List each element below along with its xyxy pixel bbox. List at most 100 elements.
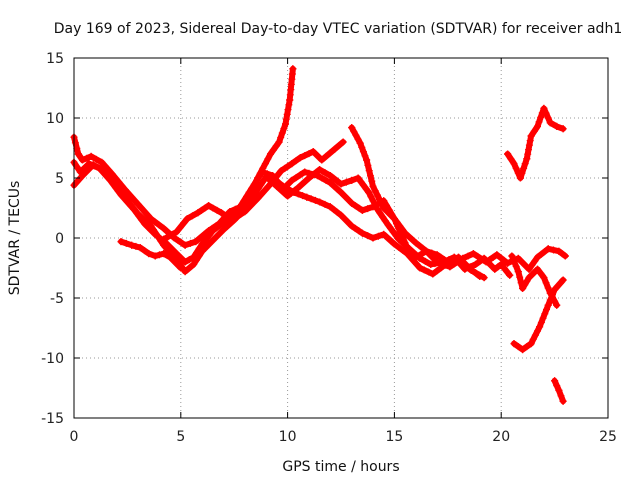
data-point — [546, 289, 554, 297]
data-point — [403, 250, 411, 258]
data-point — [284, 192, 292, 200]
data-point — [245, 188, 253, 196]
data-point — [493, 251, 501, 259]
data-point — [519, 284, 527, 292]
data-point — [348, 176, 356, 184]
data-point — [348, 222, 356, 230]
data-point — [181, 258, 189, 266]
data-point — [551, 377, 559, 385]
data-point — [205, 202, 213, 210]
data-point — [380, 204, 388, 212]
data-point — [405, 245, 413, 253]
data-point — [395, 235, 403, 243]
data-point — [369, 182, 377, 190]
data-point — [356, 139, 364, 147]
data-point — [254, 194, 262, 202]
data-point — [354, 174, 362, 182]
data-point — [277, 167, 285, 175]
data-point — [527, 132, 535, 140]
data-point — [166, 253, 174, 261]
data-point — [534, 122, 541, 130]
x-tick-label: 25 — [599, 429, 617, 445]
data-point — [519, 346, 527, 354]
data-point — [267, 150, 274, 158]
data-point — [559, 276, 567, 284]
data-point — [427, 260, 435, 268]
data-point — [316, 166, 324, 174]
data-point — [337, 211, 345, 219]
data-point — [316, 198, 324, 206]
data-point — [514, 268, 522, 276]
data-point — [145, 250, 153, 258]
y-tick-label: -5 — [50, 291, 64, 307]
data-point — [198, 247, 206, 255]
data-point — [177, 264, 185, 272]
data-point — [429, 270, 437, 278]
data-point — [363, 156, 371, 164]
data-point — [497, 260, 505, 268]
data-point — [546, 119, 554, 127]
data-point — [151, 252, 159, 260]
data-point — [544, 301, 552, 309]
data-point — [217, 209, 225, 217]
data-point — [348, 124, 356, 132]
data-point — [551, 286, 559, 294]
data-point — [74, 150, 82, 158]
data-point — [555, 247, 563, 255]
data-point — [160, 241, 168, 249]
grid — [74, 58, 608, 418]
data-point — [181, 268, 189, 276]
data-point — [358, 206, 366, 214]
series-arc-9 — [510, 276, 567, 354]
data-point — [79, 156, 86, 164]
data-point — [220, 218, 227, 226]
y-tick-label: 0 — [55, 231, 64, 247]
x-tick-label: 0 — [70, 429, 79, 445]
data-point — [401, 229, 409, 237]
axis-ticks: 0 5 10 15 20 25 -15 -10 -5 0 5 10 15 — [41, 51, 617, 445]
data-point — [390, 240, 398, 248]
data-point — [198, 240, 206, 248]
data-point — [289, 65, 297, 73]
data-point — [294, 184, 302, 192]
data-point — [326, 203, 334, 211]
data-point — [87, 152, 95, 160]
data-point — [455, 253, 462, 261]
data-point — [79, 172, 86, 180]
series-markers — [504, 104, 567, 182]
data-point — [369, 234, 377, 242]
data-point — [390, 215, 398, 223]
data-point — [469, 250, 477, 258]
data-point — [296, 154, 304, 162]
data-point — [258, 168, 266, 176]
data-point — [98, 158, 106, 166]
data-point — [288, 176, 296, 184]
data-point — [348, 199, 356, 207]
data-point — [422, 247, 430, 255]
data-point — [309, 148, 317, 156]
data-series — [70, 65, 569, 405]
data-point — [318, 156, 326, 164]
series-arc-8 — [504, 104, 567, 182]
data-point — [384, 221, 392, 229]
data-point — [181, 241, 189, 249]
data-point — [553, 122, 561, 130]
series-arc-11 — [551, 377, 567, 405]
data-point — [508, 252, 516, 260]
data-point — [326, 172, 334, 180]
data-point — [559, 397, 567, 405]
data-point — [279, 182, 287, 190]
data-point — [534, 253, 541, 261]
y-tick-label: 15 — [46, 51, 64, 67]
data-point — [416, 254, 424, 262]
series-arc-7 — [348, 124, 484, 280]
data-point — [444, 258, 452, 266]
data-point — [89, 161, 97, 169]
data-point — [194, 209, 202, 217]
data-point — [491, 265, 499, 273]
data-point — [220, 226, 227, 234]
data-point — [373, 205, 381, 213]
data-point — [337, 188, 345, 196]
data-point — [480, 254, 488, 262]
